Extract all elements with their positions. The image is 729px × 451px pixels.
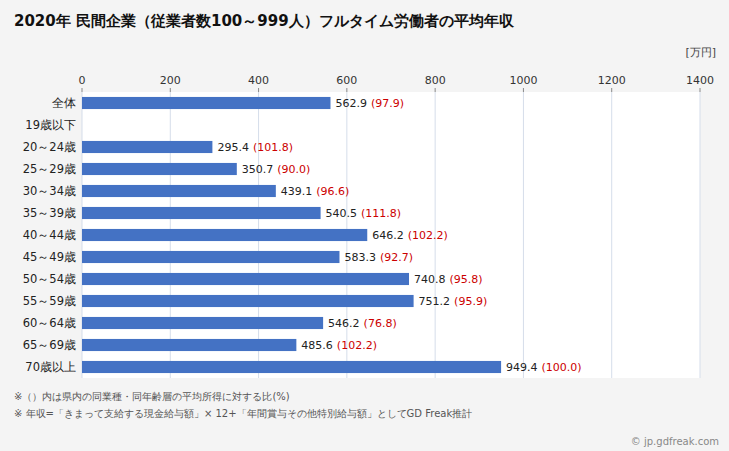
category-label: 35～39歳 <box>23 206 76 220</box>
ratio-label: (95.8) <box>450 273 483 286</box>
data-label: 646.2 <box>372 229 404 242</box>
tick-label: 200 <box>160 74 181 87</box>
bar <box>82 141 212 153</box>
ratio-label: (95.9) <box>454 295 487 308</box>
ratio-label: (76.8) <box>364 317 397 330</box>
data-label: 439.1 <box>281 185 313 198</box>
category-label: 40～44歳 <box>23 228 76 242</box>
data-label: 540.5 <box>326 207 358 220</box>
ratio-label: (101.8) <box>253 141 293 154</box>
category-label: 45～49歳 <box>23 250 76 264</box>
ratio-label: (111.8) <box>361 207 401 220</box>
tick-mark <box>523 88 524 92</box>
category-label: 55～59歳 <box>23 294 76 308</box>
tick-label: 0 <box>79 74 86 87</box>
category-label: 19歳以下 <box>25 118 76 132</box>
tick-label: 800 <box>425 74 446 87</box>
bar <box>82 339 296 351</box>
data-label: 562.9 <box>335 97 367 110</box>
footnote: ※（）内は県内の同業種・同年齢層の平均所得に対する比(%) <box>14 391 290 402</box>
category-label: 50～54歳 <box>23 272 76 286</box>
grid <box>82 92 700 378</box>
data-label: 949.4 <box>506 361 538 374</box>
bar <box>82 229 367 241</box>
tick-mark <box>258 88 259 92</box>
tick-mark <box>82 88 83 92</box>
data-label: 295.4 <box>217 141 249 154</box>
footnote: ※ 年収=「きまって支給する現金給与額」× 12+「年間賞与その他特別給与額」と… <box>14 408 472 419</box>
data-label: 485.6 <box>301 339 333 352</box>
ratio-label: (100.0) <box>542 361 582 374</box>
title: 2020年 民間企業（従業者数100～999人）フルタイム労働者の平均年収 <box>14 12 515 30</box>
ratio-label: (96.6) <box>316 185 349 198</box>
data-label: 740.8 <box>414 273 446 286</box>
tick-label: 1000 <box>509 74 537 87</box>
ratio-label: (92.7) <box>380 251 413 264</box>
data-label: 583.3 <box>344 251 376 264</box>
category-label: 25～29歳 <box>23 162 76 176</box>
grid-line <box>523 92 524 378</box>
bar <box>82 317 323 329</box>
category-label: 全体 <box>52 96 76 110</box>
bar <box>82 251 339 263</box>
bar <box>82 361 501 373</box>
data-label: 751.2 <box>419 295 451 308</box>
tick-label: 400 <box>248 74 269 87</box>
grid-line <box>700 92 701 378</box>
category-label: 70歳以上 <box>25 360 76 374</box>
bar <box>82 207 321 219</box>
tick-mark <box>170 88 171 92</box>
category-label: 20～24歳 <box>23 140 76 154</box>
plot-area <box>82 92 700 378</box>
category-label: 30～34歳 <box>23 184 76 198</box>
tick-mark <box>611 88 612 92</box>
tick-label: 1200 <box>598 74 626 87</box>
category-label: 65～69歳 <box>23 338 76 352</box>
tick-mark <box>435 88 436 92</box>
ratio-label: (102.2) <box>408 229 448 242</box>
watermark: © jp.gdfreak.com <box>631 436 719 447</box>
tick-label: 1400 <box>686 74 714 87</box>
ratio-label: (90.0) <box>277 163 310 176</box>
bar <box>82 97 330 109</box>
bar <box>82 163 237 175</box>
category-label: 60～64歳 <box>23 316 76 330</box>
ratio-label: (97.9) <box>371 97 404 110</box>
tick-mark <box>700 88 701 92</box>
tick-mark <box>346 88 347 92</box>
axis-label: [万円] <box>685 46 716 59</box>
tick-label: 600 <box>336 74 357 87</box>
data-label: 546.2 <box>328 317 360 330</box>
bar <box>82 119 83 131</box>
grid-line <box>611 92 612 378</box>
background <box>0 0 729 451</box>
data-label: 350.7 <box>242 163 274 176</box>
ratio-label: (102.2) <box>337 339 377 352</box>
bar <box>82 185 276 197</box>
bar <box>82 273 409 285</box>
bar <box>82 295 414 307</box>
